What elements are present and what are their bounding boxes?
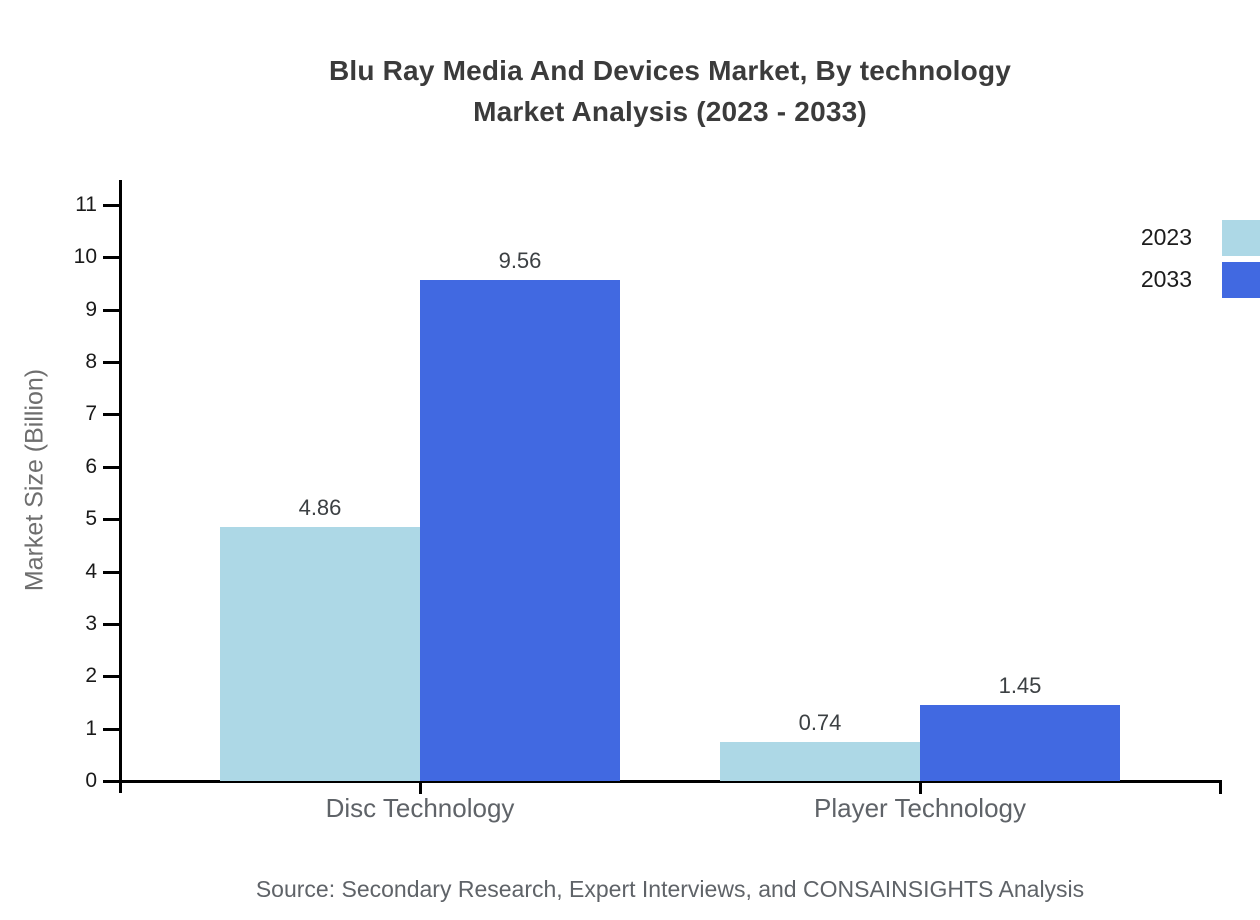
y-axis-tick: [103, 570, 121, 574]
x-axis-tick-player-technology: [919, 783, 922, 794]
source-note: Source: Secondary Research, Expert Inter…: [255, 876, 1085, 902]
x-axis-line: [103, 780, 1222, 783]
y-axis-tick: [103, 465, 121, 469]
legend-label: 2023: [1140, 224, 1192, 250]
y-axis-tick-label: 9: [85, 297, 97, 321]
y-axis-tick-label: 8: [85, 350, 97, 374]
y-axis-tick: [103, 413, 121, 417]
bar-2033-player-technology: [920, 705, 1120, 781]
y-axis-tick-label: 6: [85, 454, 97, 478]
y-axis-tick: [103, 256, 121, 260]
legend-item-2033: 2033: [1141, 261, 1260, 298]
y-axis-tick: [103, 518, 121, 522]
y-axis-tick: [103, 675, 121, 679]
y-axis-tick: [103, 727, 121, 731]
chart-title-line2: Market Analysis (2023 - 2033): [473, 96, 867, 127]
bar-2023-disc-technology: [220, 526, 420, 781]
y-axis-tick-label: 11: [75, 193, 97, 216]
y-axis-tick: [103, 308, 121, 312]
bar-value-label: 0.74: [798, 710, 842, 736]
bar-value-label: 4.86: [298, 494, 342, 520]
y-axis-tick: [103, 622, 121, 626]
y-axis-tick-label: 4: [85, 559, 97, 583]
legend-label: 2033: [1140, 266, 1192, 292]
bar-value-label: 1.45: [998, 673, 1042, 699]
y-axis-tick-label: 1: [85, 716, 97, 740]
y-axis-tick-label: 7: [85, 402, 97, 426]
y-axis-tick-label: 2: [85, 664, 97, 688]
x-axis-category-label: Player Technology: [814, 793, 1026, 823]
bar-2023-player-technology: [720, 742, 920, 781]
y-axis-tick-label: 5: [85, 507, 97, 531]
bar-2033-disc-technology: [420, 280, 620, 781]
legend: 2023 2033: [1141, 219, 1260, 303]
y-axis-tick-label: 10: [73, 245, 97, 269]
y-axis-tick-label: 3: [85, 611, 97, 635]
chart-title: Blu Ray Media And Devices Market, By tec…: [80, 50, 1260, 132]
y-axis-tick: [103, 204, 121, 207]
x-axis-tick-disc-technology: [419, 783, 422, 794]
y-axis-tick-label: 0: [85, 769, 97, 792]
y-axis-tick: [103, 780, 121, 783]
legend-swatch: [1222, 219, 1260, 256]
chart-title-line1: Blu Ray Media And Devices Market, By tec…: [328, 55, 1012, 86]
y-axis-line: [119, 180, 122, 793]
legend-swatch: [1222, 261, 1260, 298]
x-axis-category-label: Disc Technology: [325, 793, 515, 823]
legend-item-2023: 2023: [1141, 219, 1260, 256]
x-axis-end-tick: [1219, 783, 1222, 794]
bar-value-label: 9.56: [498, 248, 542, 274]
y-axis-tick: [103, 361, 121, 365]
